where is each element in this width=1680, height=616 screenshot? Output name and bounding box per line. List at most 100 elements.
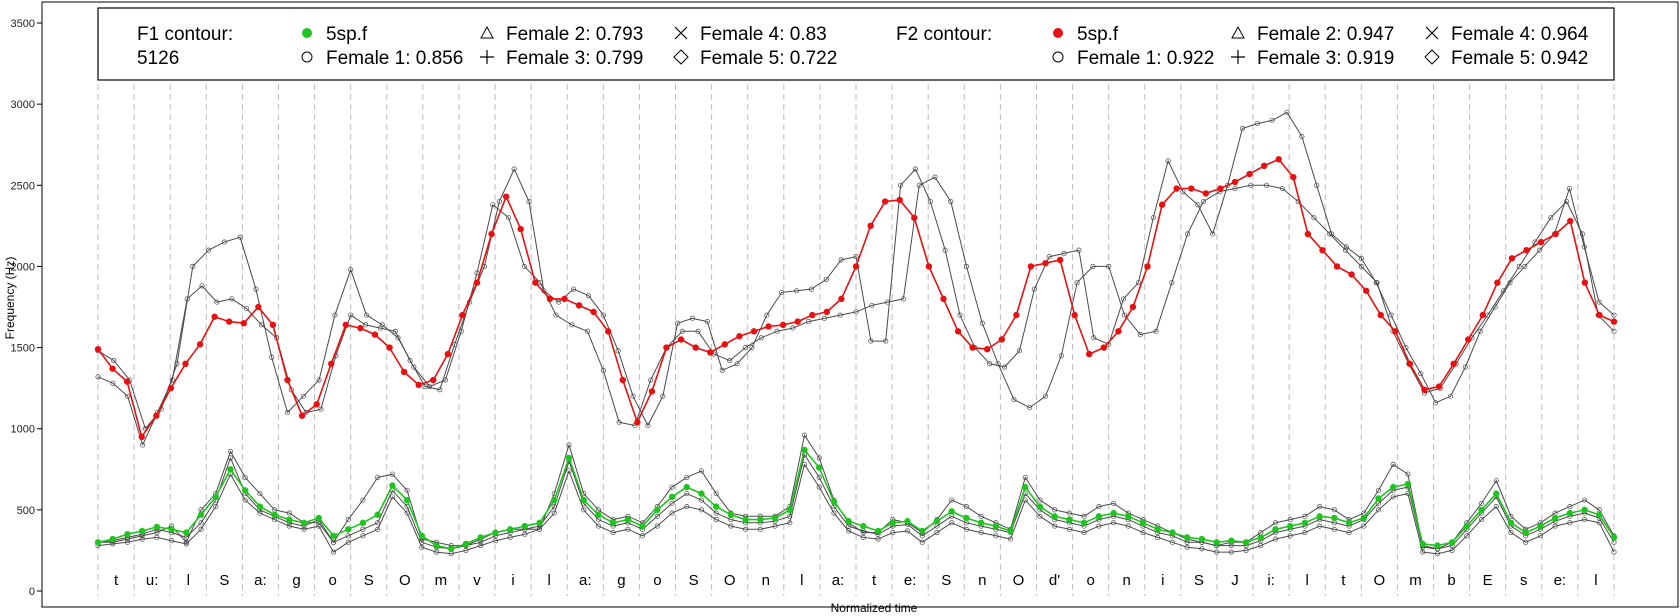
f1-speaker-3-point bbox=[345, 539, 351, 545]
f1-5sp-point bbox=[197, 511, 205, 518]
f1-5sp-point bbox=[698, 490, 705, 497]
phone-label: S bbox=[1194, 572, 1204, 589]
f2-speaker-2-point bbox=[1137, 332, 1143, 338]
f2-speaker-2-point bbox=[442, 377, 448, 383]
legend-entry-label: Female 5: 0.942 bbox=[1451, 48, 1588, 69]
f1-speaker-3-point bbox=[860, 534, 866, 540]
f2-speaker-2-point bbox=[806, 319, 812, 325]
f1-speaker-3-point bbox=[1361, 523, 1367, 529]
f2-5sp-point bbox=[1508, 255, 1516, 262]
f2-speaker-2-point bbox=[616, 419, 622, 425]
f1-speaker-3-point bbox=[242, 497, 248, 503]
f2-speaker-2-point bbox=[458, 328, 464, 334]
f2-speaker-2-point bbox=[363, 312, 370, 318]
f1-5sp-point bbox=[757, 516, 764, 523]
f2-5sp-point bbox=[736, 333, 743, 340]
f2-speaker-2-point bbox=[1564, 198, 1570, 205]
f1-speaker-3-point bbox=[301, 526, 307, 532]
f1-5sp-point bbox=[1360, 514, 1367, 522]
f1-speaker-1-point bbox=[1096, 504, 1102, 510]
f1-speaker-3-point bbox=[1449, 547, 1455, 553]
legend-marker-triangle bbox=[1231, 25, 1245, 39]
f2-speaker-1-point bbox=[348, 312, 354, 318]
f1-5sp-point bbox=[418, 532, 426, 540]
f1-5sp-point bbox=[1419, 540, 1426, 548]
f2-speaker-2-point bbox=[553, 312, 559, 318]
f2-5sp-point bbox=[969, 344, 976, 351]
f1-5sp-point bbox=[1257, 534, 1264, 541]
f2-5sp-point bbox=[1523, 247, 1530, 254]
f2-speaker-1-point bbox=[1031, 286, 1037, 292]
f1-5sp-point bbox=[565, 454, 573, 462]
f2-5sp-point bbox=[298, 412, 306, 419]
phone-label: o bbox=[328, 572, 336, 589]
f2-speaker-2-point bbox=[948, 198, 954, 205]
f1-speaker-3-point bbox=[360, 533, 366, 539]
f2-5sp-point bbox=[1567, 217, 1574, 225]
f1-speaker-1-point bbox=[1022, 474, 1028, 480]
f2-5sp-point bbox=[881, 198, 889, 205]
f2-speaker-1-point bbox=[898, 182, 904, 188]
f1-5sp-point bbox=[801, 446, 808, 454]
f2-speaker-1-point bbox=[1254, 121, 1260, 127]
f2-5sp-point bbox=[386, 344, 393, 351]
phone-label: e: bbox=[1554, 572, 1567, 589]
f2-speaker-2-line bbox=[97, 176, 1615, 430]
f1-5sp-point bbox=[1493, 490, 1500, 497]
phone-label: v bbox=[473, 572, 481, 589]
f1-speaker-3-point bbox=[978, 530, 984, 536]
f1-speaker-2-point bbox=[654, 513, 660, 519]
f2-5sp-point bbox=[1465, 336, 1472, 343]
legend-entry-label: Female 5: 0.722 bbox=[700, 48, 837, 69]
f2-5sp-point bbox=[1188, 185, 1195, 192]
f1-speaker-3-point bbox=[904, 528, 911, 534]
phone-label: d' bbox=[1049, 572, 1060, 589]
f2-speaker-2-point bbox=[1153, 328, 1159, 334]
f1-speaker-1-line bbox=[98, 434, 1615, 550]
f2-speaker-2-point bbox=[885, 299, 891, 305]
f1-speaker-3-point bbox=[993, 533, 999, 539]
f1-5sp-point bbox=[1169, 529, 1176, 536]
f2-5sp-point bbox=[561, 295, 568, 303]
f1-speaker-3-point bbox=[404, 510, 410, 516]
f2-speaker-1-point bbox=[229, 296, 235, 302]
f1-5sp-point bbox=[1022, 483, 1029, 491]
f2-speaker-1-point bbox=[793, 288, 800, 294]
phone-label: i bbox=[511, 572, 514, 589]
f1-speaker-2-point bbox=[375, 520, 381, 526]
legend-entry-label: Female 1: 0.856 bbox=[326, 48, 463, 69]
y-tick-label: 1500 bbox=[11, 343, 35, 355]
legend-marker-diamond bbox=[673, 49, 689, 65]
f1-speaker-3-point bbox=[1596, 520, 1602, 526]
f1-speaker-2-point bbox=[684, 491, 690, 497]
f1-5sp-point bbox=[904, 518, 911, 525]
f1-5sp-point bbox=[1080, 519, 1088, 527]
f1-speaker-1-point bbox=[1375, 487, 1382, 493]
f1-speaker-3-point bbox=[1022, 497, 1028, 503]
f1-speaker-3-point bbox=[286, 523, 292, 529]
f2-5sp-point bbox=[1027, 263, 1035, 270]
legend-entry-label: Female 4: 0.964 bbox=[1451, 24, 1589, 45]
f1-5sp-point bbox=[536, 519, 543, 527]
phone-label: a: bbox=[832, 572, 845, 589]
f2-speaker-2-point bbox=[1548, 215, 1554, 221]
f2-speaker-2-point bbox=[1374, 280, 1380, 286]
f2-speaker-1-point bbox=[392, 328, 398, 334]
f2-5sp-point bbox=[1158, 201, 1166, 208]
f1-speaker-1-point bbox=[1066, 510, 1072, 516]
f2-speaker-1-point bbox=[1477, 328, 1483, 334]
f2-speaker-1-point bbox=[600, 312, 606, 318]
f1-speaker-1-point bbox=[242, 474, 248, 480]
f2-speaker-2-point bbox=[1042, 393, 1049, 399]
f1-5sp-point bbox=[124, 531, 131, 538]
f1-5sp-point bbox=[845, 518, 852, 525]
f2-speaker-2-point bbox=[1169, 280, 1175, 286]
f2-5sp-point bbox=[779, 321, 787, 329]
f1-speaker-1-point bbox=[1081, 513, 1087, 519]
f1-speaker-2-line bbox=[97, 454, 1615, 550]
f2-5sp-point bbox=[255, 303, 262, 311]
f1-speaker-1-point bbox=[801, 432, 808, 438]
f1-speaker-1-point bbox=[949, 497, 955, 503]
legend-entry-label: Female 2: 0.947 bbox=[1257, 24, 1394, 45]
f2-speaker-1-point bbox=[615, 348, 621, 354]
